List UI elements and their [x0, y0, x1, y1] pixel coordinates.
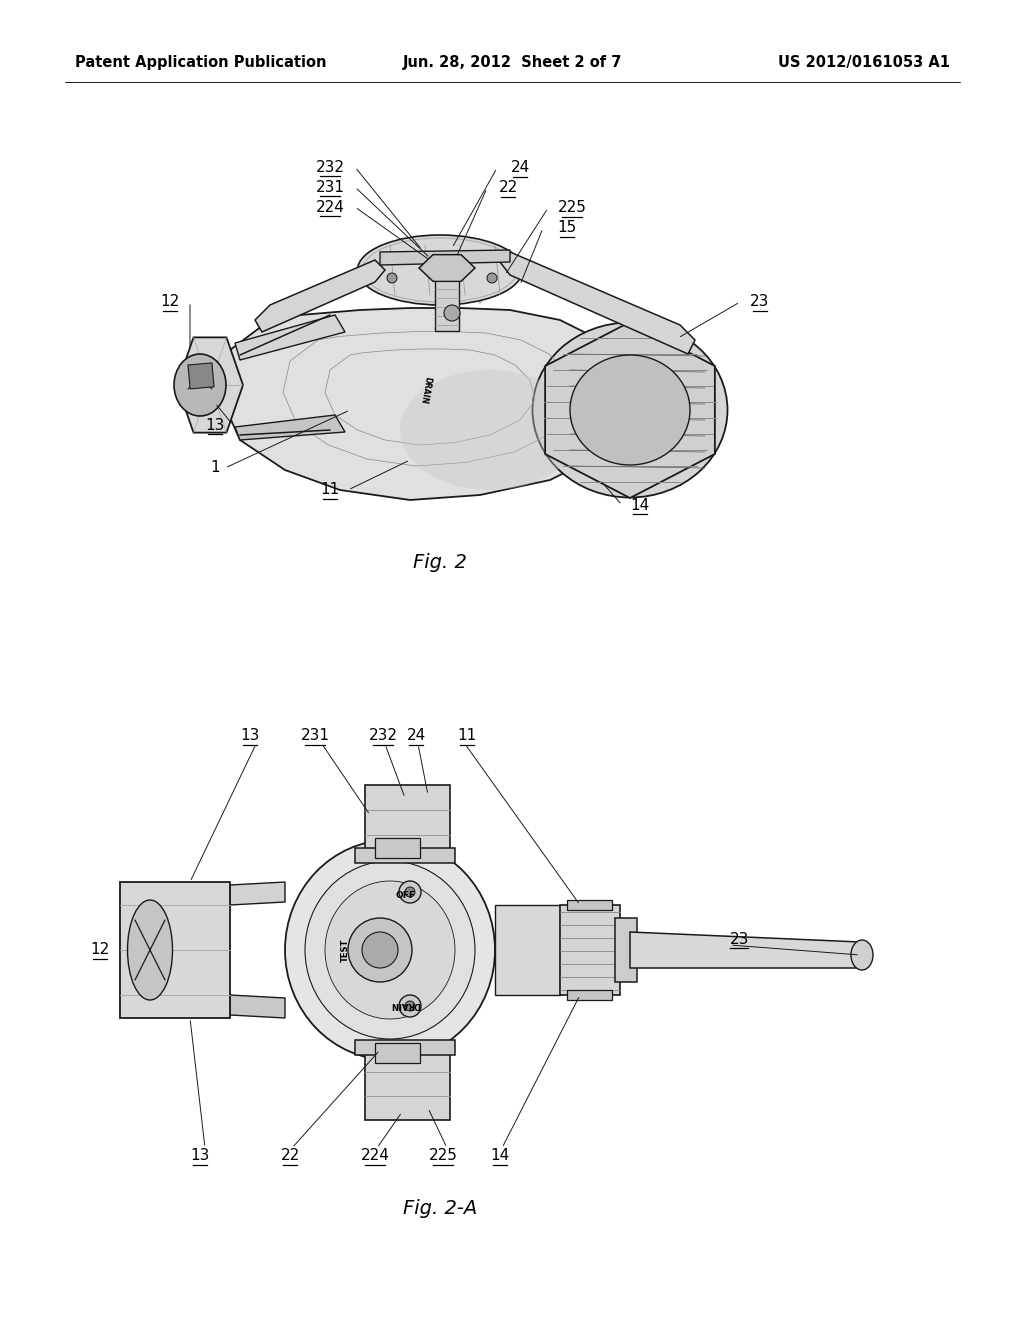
Bar	[615, 917, 637, 982]
Text: Fig. 2-A: Fig. 2-A	[402, 1199, 477, 1217]
Polygon shape	[545, 322, 715, 498]
Circle shape	[399, 880, 421, 903]
Polygon shape	[380, 249, 510, 265]
Polygon shape	[630, 932, 870, 968]
Text: 225: 225	[557, 201, 587, 215]
Polygon shape	[234, 414, 345, 440]
Ellipse shape	[570, 355, 690, 465]
Circle shape	[444, 305, 460, 321]
Circle shape	[362, 932, 398, 968]
Text: 23: 23	[751, 294, 770, 309]
Ellipse shape	[851, 940, 873, 970]
Ellipse shape	[357, 235, 522, 305]
Text: 14: 14	[631, 498, 649, 512]
Ellipse shape	[174, 354, 226, 416]
Polygon shape	[500, 252, 695, 354]
Text: 1: 1	[210, 461, 220, 475]
Ellipse shape	[305, 861, 475, 1039]
Bar	[375, 838, 420, 858]
Ellipse shape	[128, 900, 172, 1001]
Bar	[560, 906, 620, 995]
Circle shape	[406, 887, 415, 898]
Polygon shape	[177, 338, 243, 433]
Text: 12: 12	[161, 294, 179, 309]
Text: Patent Application Publication: Patent Application Publication	[75, 54, 327, 70]
Text: 14: 14	[490, 1148, 510, 1163]
Circle shape	[387, 273, 397, 282]
Bar	[355, 1040, 455, 1055]
Polygon shape	[230, 995, 285, 1018]
Text: 13: 13	[190, 1148, 210, 1163]
Circle shape	[487, 273, 497, 282]
Circle shape	[406, 1001, 415, 1011]
Text: 13: 13	[206, 417, 224, 433]
Polygon shape	[230, 882, 285, 906]
Text: 232: 232	[369, 729, 397, 743]
Bar	[375, 1043, 420, 1063]
Polygon shape	[220, 308, 640, 500]
Text: 22: 22	[281, 1148, 300, 1163]
Bar	[567, 900, 612, 909]
Ellipse shape	[325, 880, 455, 1019]
Bar	[365, 1049, 450, 1119]
Polygon shape	[495, 906, 560, 995]
Text: DRAIN: DRAIN	[390, 1001, 420, 1010]
Text: 231: 231	[300, 729, 330, 743]
Text: 225: 225	[429, 1148, 458, 1163]
Text: 11: 11	[321, 483, 340, 498]
Bar	[188, 363, 214, 389]
Text: 224: 224	[360, 1148, 389, 1163]
Text: US 2012/0161053 A1: US 2012/0161053 A1	[778, 54, 950, 70]
Text: 231: 231	[315, 180, 344, 194]
Text: 12: 12	[90, 942, 110, 957]
Text: 15: 15	[557, 220, 577, 235]
Bar	[355, 847, 455, 863]
Text: 11: 11	[458, 729, 476, 743]
Bar	[365, 785, 450, 855]
Text: 24: 24	[407, 729, 426, 743]
Text: DRAIN: DRAIN	[418, 376, 432, 404]
Bar	[435, 276, 459, 331]
Text: TEST: TEST	[341, 939, 349, 962]
Bar	[120, 882, 230, 1018]
Polygon shape	[255, 260, 385, 333]
Polygon shape	[419, 255, 475, 281]
Text: OFF: OFF	[395, 891, 415, 899]
Circle shape	[348, 917, 412, 982]
Circle shape	[399, 995, 421, 1016]
Text: 13: 13	[241, 729, 260, 743]
Text: Jun. 28, 2012  Sheet 2 of 7: Jun. 28, 2012 Sheet 2 of 7	[402, 54, 622, 70]
Text: 23: 23	[730, 932, 750, 948]
Polygon shape	[234, 315, 345, 360]
Text: 22: 22	[499, 181, 517, 195]
Text: 232: 232	[315, 160, 344, 174]
Text: 224: 224	[315, 199, 344, 214]
Ellipse shape	[285, 840, 495, 1060]
Bar	[567, 990, 612, 1001]
Ellipse shape	[400, 370, 580, 490]
Text: Fig. 2: Fig. 2	[413, 553, 467, 572]
Text: 24: 24	[510, 161, 529, 176]
Ellipse shape	[532, 322, 727, 498]
